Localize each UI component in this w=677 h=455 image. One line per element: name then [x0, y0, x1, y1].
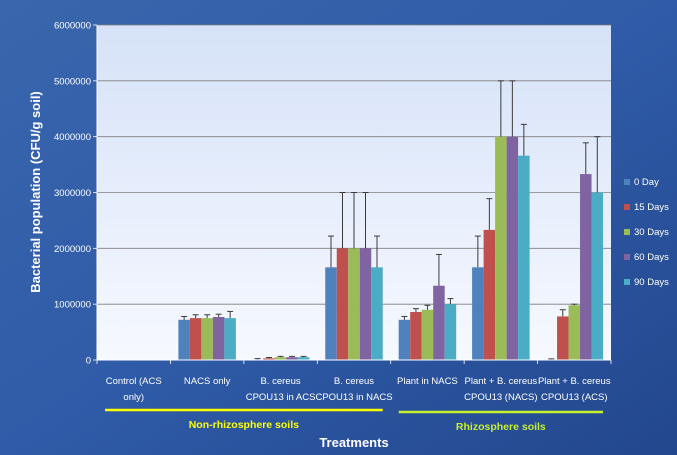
bar: [444, 304, 457, 360]
x-tick-label: CPOU13 (ACS): [541, 392, 608, 403]
x-tick-label: CPOU13 in NACS: [315, 392, 392, 403]
x-axis: Control (ACS only) NACS only B. cereus CPOU1…: [96, 359, 612, 403]
bar: [336, 248, 349, 360]
bar: [580, 174, 592, 360]
bar: [398, 319, 411, 360]
bar: [178, 319, 190, 360]
legend-label: 0 Day: [634, 177, 659, 188]
legend-label: 90 Days: [634, 277, 669, 288]
x-tick-label: Plant in NACS: [397, 376, 458, 387]
bars: [178, 136, 604, 360]
bar: [371, 267, 383, 360]
legend-swatch: [624, 229, 630, 235]
group-label: Rhizosphere soils: [456, 421, 546, 433]
legend-label: 30 Days: [634, 227, 669, 238]
bar: [224, 318, 236, 360]
x-tick-label: NACS only: [184, 376, 231, 387]
bar: [518, 155, 530, 360]
bar: [568, 305, 581, 360]
y-axis: 0 1000000 2000000 3000000 4000000 5000000 6000…: [54, 21, 98, 367]
x-tick-label: CPOU13 (NACS): [464, 392, 537, 403]
bar: [557, 316, 569, 360]
group-annotations: Non-rhizosphere soils Rhizosphere soils: [105, 408, 603, 433]
error-bars: [181, 80, 601, 360]
y-tick-label: 3000000: [54, 188, 91, 199]
y-tick-label: 1000000: [54, 300, 91, 311]
group-label: Non-rhizosphere soils: [189, 419, 299, 431]
bar: [472, 267, 484, 360]
y-tick-label: 6000000: [54, 21, 91, 32]
bar: [359, 248, 372, 360]
bar: [263, 358, 275, 360]
y-tick-label: 5000000: [54, 76, 91, 87]
legend-label: 15 Days: [634, 202, 669, 213]
x-tick-label: CPOU13 in ACS: [246, 392, 316, 403]
x-tick-label: Plant + B. cereus: [465, 376, 538, 387]
x-tick-label: B. cereus: [261, 376, 301, 387]
bar: [421, 309, 434, 360]
bar: [433, 285, 445, 360]
legend: 0 Day 15 Days 30 Days 60 Days 90 Days: [624, 177, 669, 288]
legend-swatch: [624, 279, 630, 285]
x-tick-label: Plant + B. cereus: [538, 376, 611, 387]
legend-swatch: [624, 204, 630, 210]
bar: [410, 311, 422, 360]
x-axis-title: Treatments: [319, 435, 388, 450]
bar: [325, 267, 337, 360]
legend-swatch: [624, 254, 630, 260]
legend-label: 60 Days: [634, 252, 669, 263]
x-tick-label: only): [123, 392, 144, 403]
bar: [297, 357, 310, 360]
bar: [189, 318, 202, 360]
bar: [495, 136, 507, 360]
x-tick-label: Control (ACS: [106, 376, 162, 387]
y-tick-label: 2000000: [54, 244, 91, 255]
bar: [212, 317, 225, 360]
legend-swatch: [624, 179, 630, 185]
x-tick-label: B. cereus: [334, 376, 374, 387]
bar: [591, 192, 604, 360]
bar: [483, 229, 496, 360]
bar: [274, 357, 287, 360]
y-tick-label: 4000000: [54, 132, 91, 143]
y-axis-title: Bacterial population (CFU/g soil): [28, 91, 43, 293]
y-tick-label: 0: [86, 356, 91, 367]
bar: [348, 248, 360, 360]
bar: [201, 318, 213, 360]
bar: [286, 357, 298, 360]
bar: [506, 136, 519, 360]
